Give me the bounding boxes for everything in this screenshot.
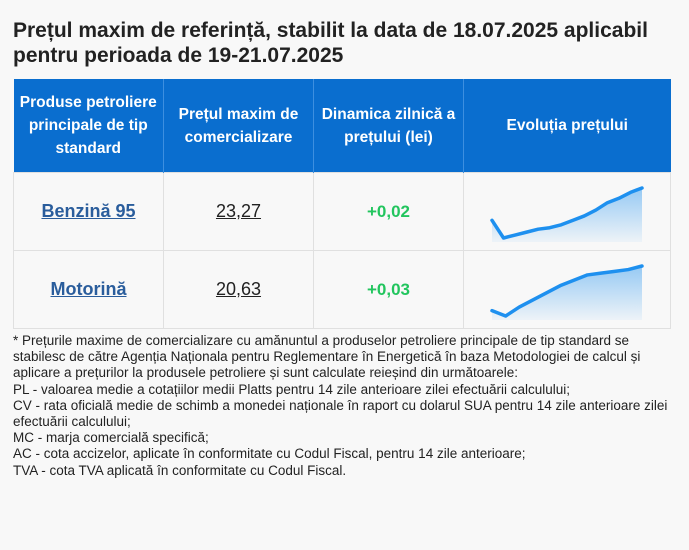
- price-table: Produse petroliere principale de tip sta…: [13, 79, 671, 329]
- change-cell: +0,02: [313, 172, 464, 251]
- sparkline-motorina: [490, 264, 644, 320]
- sparkline-cell: [463, 250, 671, 329]
- footnote-ac: AC - cota accizelor, aplicate în conform…: [13, 446, 526, 462]
- table-row: Benzină 95 23,27 +0,02: [13, 172, 671, 251]
- product-cell: Benzină 95: [13, 172, 164, 251]
- daily-change-value: +0,03: [366, 280, 410, 299]
- product-link-benzina-95[interactable]: Benzină 95: [41, 201, 136, 221]
- footnote-mc: MC - marja comercială specifică;: [13, 430, 209, 446]
- table-row: Motorină 20,63 +0,03: [13, 250, 671, 329]
- header-daily-change: Dinamica zilnică a prețului (lei): [313, 79, 464, 173]
- footnote-tva: TVA - cota TVA aplicată în conformitate …: [13, 462, 347, 478]
- change-cell: +0,03: [313, 250, 464, 329]
- header-price-evolution: Evoluția prețului: [463, 79, 671, 173]
- product-link-motorina[interactable]: Motorină: [50, 279, 127, 299]
- sparkline-area: [492, 188, 642, 242]
- sparkline-line: [490, 264, 644, 318]
- page-title: Prețul maxim de referință, stabilit la d…: [13, 19, 648, 67]
- max-price-value: 20,63: [215, 279, 262, 299]
- product-cell: Motorină: [13, 250, 164, 329]
- footnote-cv: CV - rata oficială medie de schimb a mon…: [13, 397, 668, 430]
- header-max-price: Prețul maxim de comercializare: [163, 79, 314, 173]
- header-product: Produse petroliere principale de tip sta…: [13, 79, 164, 173]
- footnote-intro: * Prețurile maxime de comercializare cu …: [13, 333, 641, 381]
- sparkline-area: [492, 266, 642, 320]
- daily-change-value: +0,02: [366, 202, 410, 221]
- price-cell: 20,63: [163, 250, 314, 329]
- sparkline-benzina-95: [490, 186, 644, 242]
- sparkline-cell: [463, 172, 671, 251]
- price-cell: 23,27: [163, 172, 314, 251]
- footnote-pl: PL - valoarea medie a cotațiilor medii P…: [13, 381, 571, 397]
- footnotes: * Prețurile maxime de comercializare cu …: [13, 333, 678, 479]
- table-header-row: Produse petroliere principale de tip sta…: [13, 79, 671, 173]
- sparkline-line: [490, 186, 644, 240]
- max-price-value: 23,27: [215, 201, 262, 221]
